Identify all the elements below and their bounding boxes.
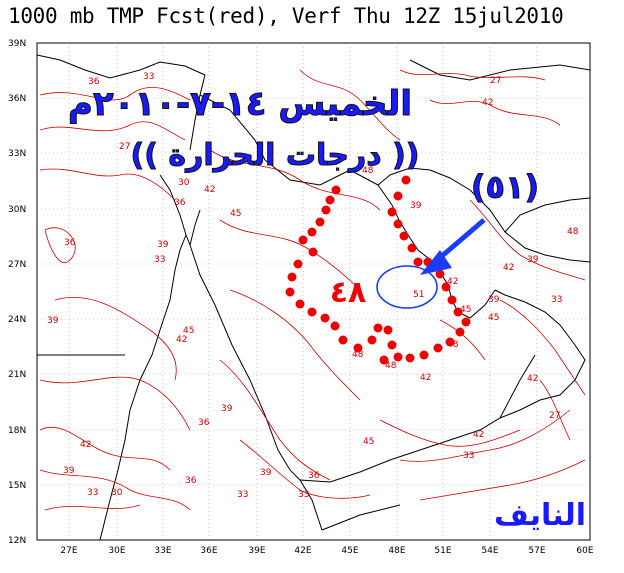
contour-label: 42 <box>420 373 431 383</box>
contour-label: 39 <box>488 295 500 305</box>
contour-label: 33 <box>298 490 309 500</box>
latitude-labels: 39N 36N 33N 30N 27N 24N 21N 18N 15N 12N <box>8 39 26 546</box>
contour-label: 48 <box>567 227 579 237</box>
lon-label: 42E <box>294 546 311 556</box>
contour-label: 42 <box>447 277 458 287</box>
date-annotation: الخميس ١٤-٧-٢٠١٠م <box>68 84 412 124</box>
contour-label: 33 <box>237 490 248 500</box>
lat-label: 12N <box>8 536 26 546</box>
lat-label: 15N <box>8 481 26 491</box>
contour-label: 39 <box>410 201 422 211</box>
contour-label: 36 <box>174 198 186 208</box>
contour-label: 45 <box>230 209 241 219</box>
contour-label: 39 <box>527 255 539 265</box>
contour-label: 48 <box>352 350 364 360</box>
hot-area-dots <box>285 175 471 365</box>
contour-label: 45 <box>488 313 499 323</box>
contour-label: 45 <box>183 326 194 336</box>
lon-label: 57E <box>528 546 545 556</box>
contour-label: 42 <box>204 185 215 195</box>
contour-label: 39 <box>157 240 169 250</box>
contour-label: 42 <box>482 98 493 108</box>
lon-label: 36E <box>200 546 217 556</box>
contour-label: 45 <box>460 305 471 315</box>
lon-label: 60E <box>576 546 593 556</box>
contour-label: 45 <box>363 437 374 447</box>
contour-label: 33 <box>87 488 98 498</box>
lon-label: 54E <box>481 546 498 556</box>
contour-label: 51 <box>413 290 424 300</box>
temperature-contours <box>39 69 586 511</box>
max-temp-ellipse <box>376 265 438 309</box>
contour-label: 27 <box>119 142 130 152</box>
contour-label: 39 <box>47 316 59 326</box>
contour-label: 48 <box>362 166 374 176</box>
lon-label: 39E <box>248 546 265 556</box>
pointer-arrow <box>420 218 486 275</box>
lon-label: 48E <box>388 546 405 556</box>
contour-label: 42 <box>80 440 91 450</box>
contour-label: 48 <box>385 361 397 371</box>
contour-label: 42 <box>473 430 484 440</box>
signature: النايف <box>494 498 586 533</box>
contour-label: 36 <box>308 471 320 481</box>
area-temp-annotation: ٤٨ <box>330 275 367 310</box>
contour-label: 33 <box>154 255 165 265</box>
lat-label: 36N <box>8 94 26 104</box>
lon-label: 30E <box>108 546 125 556</box>
contour-label: 39 <box>63 466 75 476</box>
contour-label: 33 <box>551 295 562 305</box>
contour-value-labels: 33 36 27 30 36 42 45 36 39 33 39 45 42 3… <box>47 72 579 500</box>
contour-label: 39 <box>221 404 233 414</box>
contour-label: 42 <box>503 263 514 273</box>
longitude-labels: 27E 30E 33E 36E 39E 42E 45E 48E 51E 54E … <box>60 546 593 556</box>
grid-lines <box>37 43 590 540</box>
lon-label: 51E <box>434 546 451 556</box>
lon-label: 45E <box>341 546 358 556</box>
map-title: 1000 mb TMP Fcst(red), Verf Thu 12Z 15ju… <box>8 4 564 28</box>
contour-label: 42 <box>176 335 187 345</box>
lon-label: 27E <box>60 546 77 556</box>
lat-label: 27N <box>8 260 26 270</box>
contour-label: 39 <box>260 468 272 478</box>
temperature-annotation: (( درجات الحرارة )) <box>131 138 420 173</box>
coastlines <box>36 54 591 541</box>
lon-label: 33E <box>154 546 171 556</box>
lat-label: 39N <box>8 39 26 49</box>
contour-label: 27 <box>490 76 501 86</box>
contour-label: 36 <box>185 476 197 486</box>
max-temp-annotation: (٥١) <box>471 168 539 206</box>
lat-label: 24N <box>8 315 26 325</box>
lat-label: 21N <box>8 370 26 380</box>
contour-label: 30 <box>111 488 123 498</box>
lat-label: 18N <box>8 426 26 436</box>
contour-label: 33 <box>463 451 474 461</box>
lat-label: 30N <box>8 205 26 215</box>
lat-label: 33N <box>8 149 26 159</box>
contour-label: 27 <box>549 411 560 421</box>
contour-label: 36 <box>198 418 210 428</box>
contour-label: 30 <box>178 178 190 188</box>
contour-label: 33 <box>143 72 154 82</box>
contour-label: 36 <box>88 77 100 87</box>
contour-label: 36 <box>64 238 76 248</box>
contour-label: 42 <box>527 374 538 384</box>
